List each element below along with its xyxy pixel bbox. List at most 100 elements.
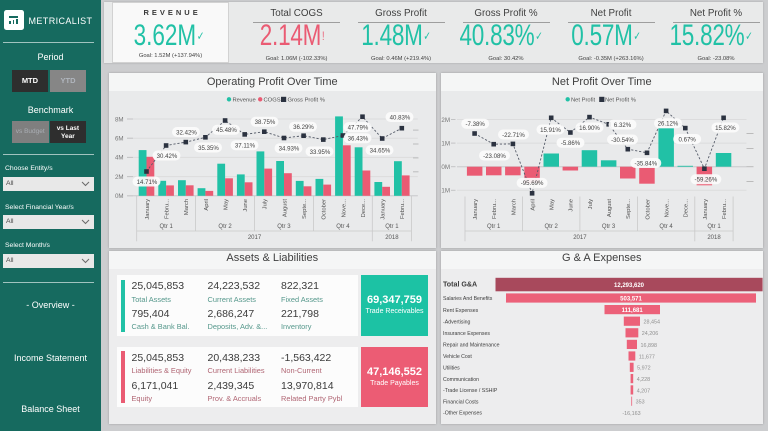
svg-text:January: January (473, 198, 479, 219)
svg-text:COGS: COGS (264, 97, 281, 103)
svg-text:503,571: 503,571 (620, 296, 642, 302)
svg-text:June: June (243, 199, 249, 212)
svg-text:Nove...: Nove... (664, 198, 670, 217)
svg-text:Gross Profit %: Gross Profit % (288, 97, 325, 103)
svg-text:-1M: -1M (441, 187, 450, 194)
svg-text:October: October (322, 198, 328, 219)
svg-text:2018: 2018 (385, 235, 399, 241)
svg-text:2M: 2M (115, 173, 124, 180)
svg-text:40.83%: 40.83% (390, 114, 411, 121)
svg-text:Qtr 4: Qtr 4 (336, 224, 350, 230)
svg-text:28,454: 28,454 (644, 320, 661, 326)
svg-text:April: April (204, 199, 210, 211)
svg-text:2017: 2017 (573, 235, 587, 241)
svg-text:36.29%: 36.29% (293, 124, 314, 131)
svg-text:-59.26%: -59.26% (694, 176, 717, 183)
svg-text:16,898: 16,898 (641, 343, 658, 349)
svg-text:Qtr 3: Qtr 3 (601, 224, 615, 230)
svg-text:Rent Expenses: Rent Expenses (443, 308, 479, 314)
svg-text:36.43%: 36.43% (348, 135, 369, 142)
svg-text:111,681: 111,681 (622, 308, 644, 314)
svg-text:34.65%: 34.65% (370, 147, 391, 154)
svg-text:-30.54%: -30.54% (611, 136, 634, 143)
svg-text:0M: 0M (115, 193, 124, 200)
svg-text:Dece...: Dece... (683, 198, 689, 217)
svg-text:26.12%: 26.12% (657, 120, 678, 127)
svg-text:16.90%: 16.90% (579, 124, 600, 131)
svg-text:Salaries And Benefits: Salaries And Benefits (443, 296, 493, 302)
svg-text:34.93%: 34.93% (279, 145, 300, 152)
svg-text:Vehicle Cost: Vehicle Cost (443, 354, 472, 360)
svg-text:8M: 8M (115, 116, 124, 123)
svg-text:Communication: Communication (443, 377, 479, 383)
svg-text:Febru...: Febru... (492, 198, 498, 218)
svg-text:2M: 2M (441, 116, 450, 123)
svg-text:April: April (530, 199, 536, 211)
svg-text:March: March (184, 199, 190, 215)
svg-text:October: October (645, 198, 651, 219)
svg-text:-35.84%: -35.84% (634, 160, 657, 167)
svg-text:35.35%: 35.35% (198, 144, 219, 151)
svg-text:-16,163: -16,163 (622, 411, 640, 417)
svg-text:-Advertising: -Advertising (443, 319, 471, 325)
svg-text:-95.69%: -95.69% (520, 180, 543, 187)
svg-text:Utilities: Utilities (443, 366, 460, 372)
svg-text:Qtr 1: Qtr 1 (160, 224, 174, 230)
svg-text:38.75%: 38.75% (255, 119, 276, 126)
svg-text:Net Profit: Net Profit (571, 97, 596, 103)
svg-text:2017: 2017 (248, 235, 262, 241)
svg-text:-Trade License / SSHIP: -Trade License / SSHIP (443, 388, 498, 394)
svg-text:August: August (282, 198, 288, 216)
svg-text:15.82%: 15.82% (715, 124, 736, 131)
svg-text:45.48%: 45.48% (216, 127, 237, 134)
svg-text:Qtr 1: Qtr 1 (487, 224, 501, 230)
svg-text:33.95%: 33.95% (310, 148, 331, 155)
svg-text:37.11%: 37.11% (235, 142, 256, 149)
svg-text:11,677: 11,677 (639, 354, 655, 360)
svg-text:January: January (381, 198, 387, 219)
svg-text:Repair and Maintenance: Repair and Maintenance (443, 343, 500, 349)
svg-text:May: May (224, 198, 230, 209)
svg-text:30.42%: 30.42% (157, 152, 178, 159)
svg-text:6.32%: 6.32% (613, 121, 631, 128)
svg-text:Total G&A: Total G&A (443, 281, 477, 289)
svg-text:Qtr 4: Qtr 4 (659, 224, 673, 230)
svg-text:Febru...: Febru... (165, 198, 171, 218)
svg-text:353: 353 (636, 400, 645, 406)
svg-text:Revenue: Revenue (233, 97, 256, 103)
svg-text:Nove...: Nove... (341, 198, 347, 217)
svg-text:32.42%: 32.42% (176, 129, 197, 136)
svg-text:Qtr 1: Qtr 1 (385, 224, 399, 230)
svg-text:Qtr 2: Qtr 2 (544, 224, 558, 230)
svg-text:-Other Expenses: -Other Expenses (443, 411, 482, 417)
svg-text:4,228: 4,228 (637, 377, 651, 383)
svg-text:Dece...: Dece... (361, 198, 367, 217)
svg-text:March: March (511, 199, 517, 215)
svg-text:2018: 2018 (707, 235, 721, 241)
svg-text:14.71%: 14.71% (137, 178, 158, 185)
svg-text:-7.38%: -7.38% (465, 121, 485, 128)
svg-text:24,206: 24,206 (642, 331, 659, 337)
svg-text:May: May (549, 198, 555, 209)
svg-text:Qtr 2: Qtr 2 (218, 224, 232, 230)
svg-text:June: June (568, 199, 574, 212)
svg-text:0.67%: 0.67% (678, 136, 696, 143)
svg-text:0M: 0M (441, 164, 450, 171)
svg-text:Febru...: Febru... (721, 198, 727, 218)
svg-text:Net Profit %: Net Profit % (605, 97, 636, 103)
svg-text:4M: 4M (115, 154, 124, 161)
svg-text:Septe...: Septe... (302, 198, 308, 218)
svg-text:Febru...: Febru... (400, 198, 406, 218)
svg-text:12,293,620: 12,293,620 (614, 283, 645, 289)
svg-text:January: January (702, 198, 708, 219)
svg-text:Insurance Expenses: Insurance Expenses (443, 331, 490, 337)
svg-text:5,972: 5,972 (637, 366, 651, 372)
svg-text:1M: 1M (441, 140, 450, 147)
svg-text:-23.08%: -23.08% (483, 152, 506, 159)
svg-text:July: July (263, 198, 269, 208)
svg-text:Financial Costs: Financial Costs (443, 399, 479, 405)
svg-text:Qtr 1: Qtr 1 (707, 224, 721, 230)
svg-text:47.79%: 47.79% (348, 124, 369, 131)
svg-text:4,207: 4,207 (637, 388, 651, 394)
svg-text:January: January (145, 198, 151, 219)
